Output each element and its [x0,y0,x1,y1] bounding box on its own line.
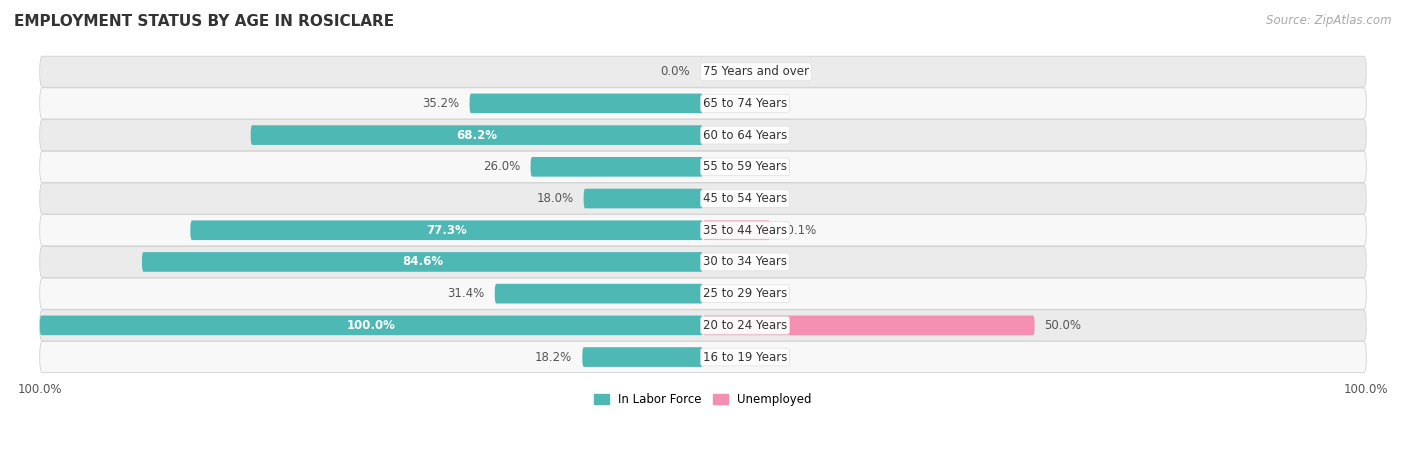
Legend: In Labor Force, Unemployed: In Labor Force, Unemployed [589,388,817,411]
FancyBboxPatch shape [39,183,1367,214]
Text: 0.0%: 0.0% [713,192,742,205]
Text: 35.2%: 35.2% [422,97,460,110]
Text: 18.0%: 18.0% [537,192,574,205]
Text: 60 to 64 Years: 60 to 64 Years [703,129,787,142]
FancyBboxPatch shape [39,215,1367,246]
Text: 0.0%: 0.0% [713,65,742,78]
FancyBboxPatch shape [39,120,1367,151]
Text: 65 to 74 Years: 65 to 74 Years [703,97,787,110]
Text: 35 to 44 Years: 35 to 44 Years [703,224,787,237]
FancyBboxPatch shape [39,56,1367,87]
FancyBboxPatch shape [39,246,1367,277]
Text: 30 to 34 Years: 30 to 34 Years [703,255,787,268]
Text: 16 to 19 Years: 16 to 19 Years [703,350,787,364]
Text: 77.3%: 77.3% [426,224,467,237]
Text: 0.0%: 0.0% [713,287,742,300]
Text: 50.0%: 50.0% [1045,319,1081,332]
FancyBboxPatch shape [142,252,703,272]
Text: 0.0%: 0.0% [659,65,690,78]
FancyBboxPatch shape [703,316,1035,335]
FancyBboxPatch shape [39,151,1367,182]
Text: 0.0%: 0.0% [713,97,742,110]
FancyBboxPatch shape [39,310,1367,341]
FancyBboxPatch shape [703,221,770,240]
FancyBboxPatch shape [530,157,703,177]
FancyBboxPatch shape [470,93,703,113]
Text: 75 Years and over: 75 Years and over [703,65,808,78]
Text: 20 to 24 Years: 20 to 24 Years [703,319,787,332]
FancyBboxPatch shape [39,88,1367,119]
Text: 0.0%: 0.0% [713,350,742,364]
Text: 18.2%: 18.2% [536,350,572,364]
Text: 0.0%: 0.0% [713,160,742,173]
FancyBboxPatch shape [583,189,703,208]
FancyBboxPatch shape [39,316,703,335]
Text: 31.4%: 31.4% [447,287,485,300]
Text: EMPLOYMENT STATUS BY AGE IN ROSICLARE: EMPLOYMENT STATUS BY AGE IN ROSICLARE [14,14,394,28]
Text: 55 to 59 Years: 55 to 59 Years [703,160,787,173]
FancyBboxPatch shape [495,284,703,304]
Text: Source: ZipAtlas.com: Source: ZipAtlas.com [1267,14,1392,27]
FancyBboxPatch shape [39,278,1367,309]
FancyBboxPatch shape [250,125,703,145]
Text: 100.0%: 100.0% [347,319,396,332]
FancyBboxPatch shape [190,221,703,240]
Text: 0.0%: 0.0% [713,255,742,268]
Text: 25 to 29 Years: 25 to 29 Years [703,287,787,300]
Text: 10.1%: 10.1% [780,224,817,237]
Text: 26.0%: 26.0% [484,160,520,173]
FancyBboxPatch shape [39,341,1367,373]
Text: 45 to 54 Years: 45 to 54 Years [703,192,787,205]
FancyBboxPatch shape [582,347,703,367]
Text: 84.6%: 84.6% [402,255,443,268]
Text: 68.2%: 68.2% [457,129,498,142]
Text: 0.0%: 0.0% [713,129,742,142]
